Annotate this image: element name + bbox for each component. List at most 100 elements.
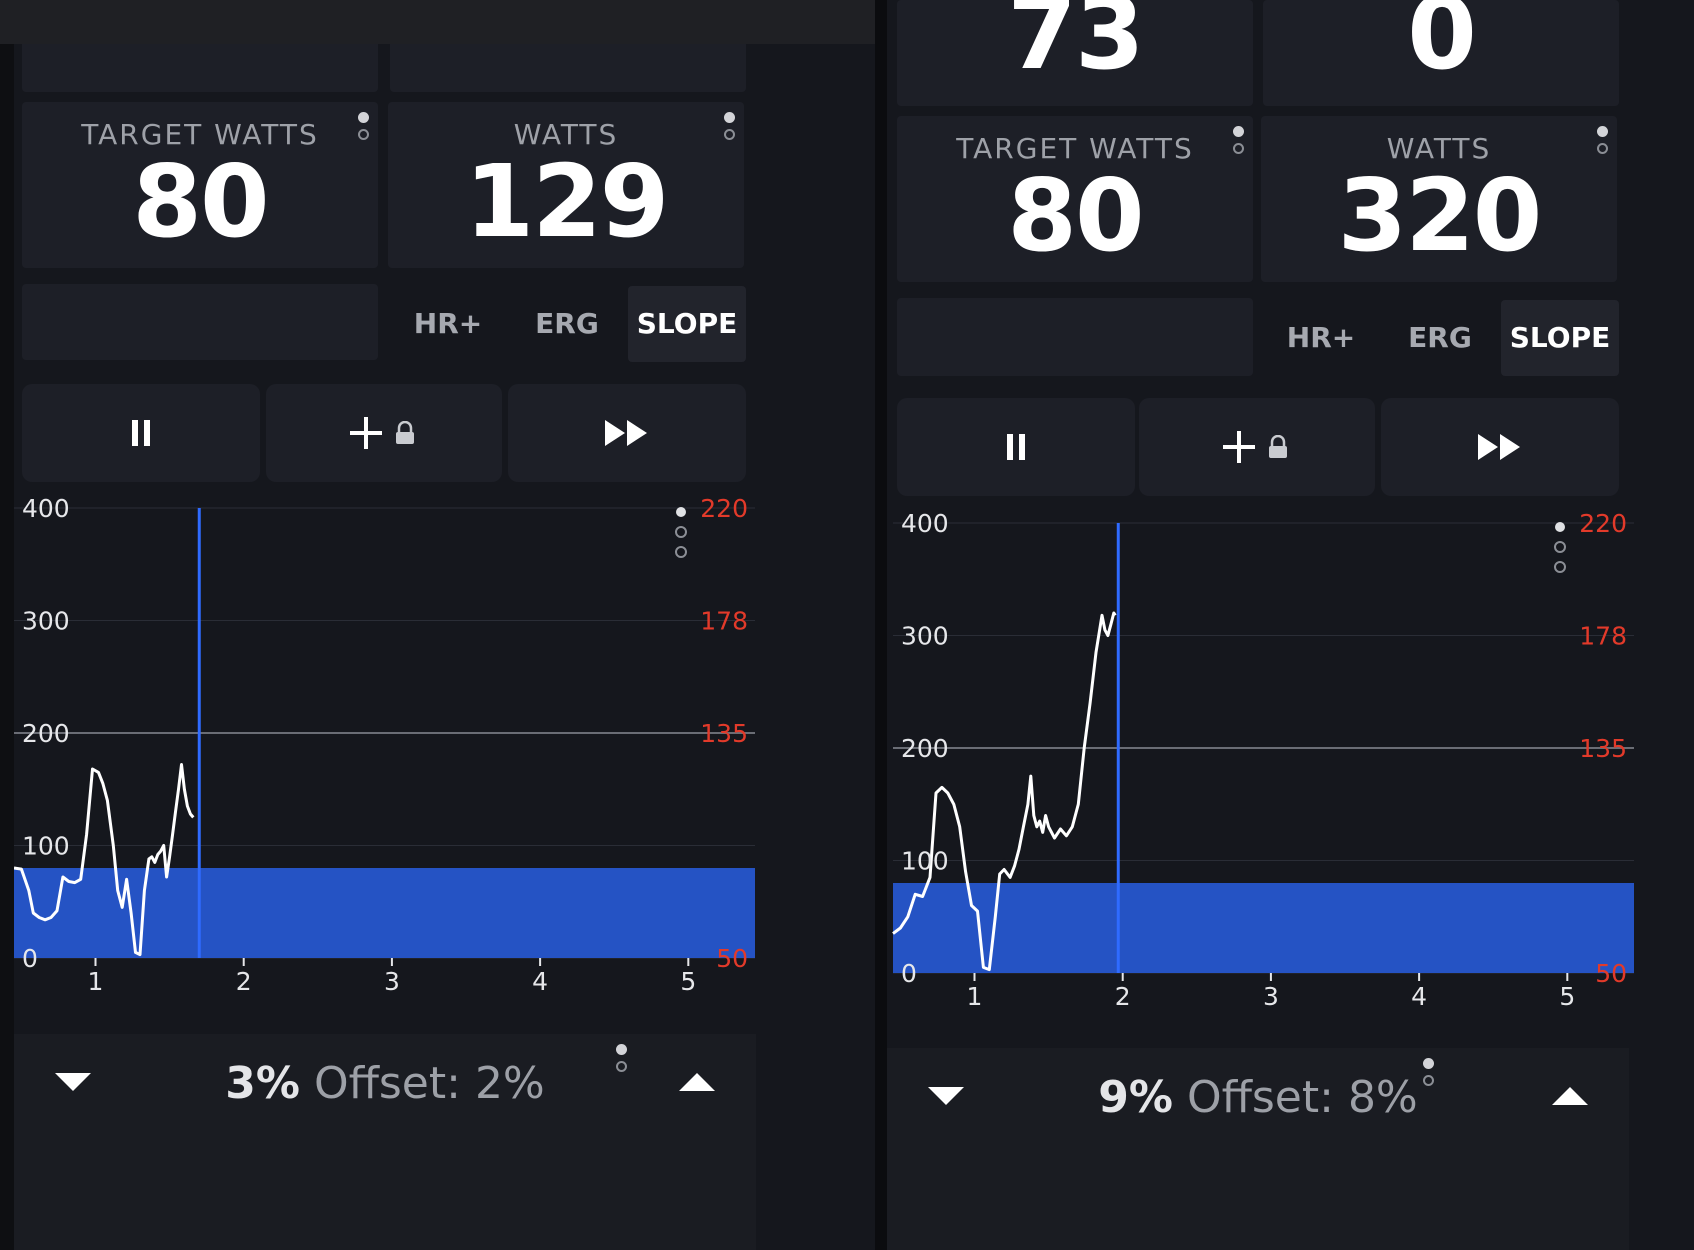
watts-tile[interactable]: WATTS 129 [388,102,744,268]
triangle-down-icon [55,1073,91,1091]
pause-button[interactable] [897,398,1135,496]
skip-button[interactable] [508,384,746,482]
lock-icon [1269,435,1287,458]
power-series-line [13,763,195,957]
y-tick-label: 200 [901,734,949,763]
chart-page-dot [675,526,687,538]
power-chart[interactable]: 400 300 200 100 0 220 178 135 50 1 2 3 4 5 [0,490,875,1000]
grade-panel [14,1034,756,1250]
target-band [14,868,755,958]
page-dot [616,1061,627,1072]
chart-page-dot [1554,541,1566,553]
x-tick-label: 3 [384,967,400,996]
target-watts-label: TARGET WATTS [956,132,1194,165]
y-tick-label: 300 [22,607,70,636]
page-indicator [1233,126,1245,160]
grade-up-button[interactable] [1511,1048,1629,1144]
mode-hr-plus[interactable]: HR+ [413,307,483,340]
grade-down-button[interactable] [14,1034,132,1130]
chart-page-dot-active [1555,522,1565,532]
grade-panel [887,1048,1629,1250]
y-tick-label: 0 [22,944,38,973]
y-tick-label: 100 [901,847,949,876]
metric-value: 73 [1007,0,1144,92]
watts-label: WATTS [1386,132,1492,165]
plus-icon [350,417,382,449]
target-watts-value: 80 [132,143,269,260]
page-dot-active [1423,1058,1434,1069]
page-dot-active [616,1044,627,1055]
y-tick-label: 0 [901,959,917,988]
hr-tick-label: 220 [1579,509,1627,538]
mode-hr-plus[interactable]: HR+ [1286,321,1356,354]
x-tick-label: 1 [88,967,104,996]
watts-tile[interactable]: WATTS 320 [1261,116,1617,282]
fast-forward-icon [605,420,647,446]
watts-label: WATTS [513,118,619,151]
page-dot [1423,1075,1434,1086]
page-dot-active [358,112,369,123]
chart-page-dot-active [676,507,686,517]
device-gap [875,0,887,1250]
hr-tick-label: 220 [700,494,748,523]
x-tick-label: 3 [1263,982,1279,1011]
plus-icon [1223,431,1255,463]
hr-tick-label: 50 [716,944,748,973]
grade-value: 3% [225,1058,300,1109]
hr-tick-label: 50 [1595,959,1627,988]
target-watts-tile[interactable]: TARGET WATTS 80 [897,116,1253,282]
screen-edge [0,44,14,1250]
page-dot [1233,143,1244,154]
mode-erg[interactable]: ERG [1408,321,1472,354]
hr-tick-label: 135 [700,719,748,748]
grade-down-button[interactable] [887,1048,1005,1144]
fast-forward-icon [1478,434,1520,460]
target-watts-tile[interactable]: TARGET WATTS 80 [22,102,378,268]
metric-tile-partial[interactable]: 73 [897,0,1253,106]
add-button[interactable] [1139,398,1375,496]
x-tick-label: 4 [532,967,548,996]
y-tick-label: 200 [22,719,70,748]
right-device-screen: 73 0 TARGET WATTS 80 WATTS 320 HR+ ERG S… [887,0,1694,1250]
page-dot-active [1597,126,1608,137]
left-device-screen: 85 0 TARGET WATTS 80 WATTS 129 HR+ ERG S… [0,0,875,1250]
page-dot-active [724,112,735,123]
mode-erg[interactable]: ERG [535,307,599,340]
chart-page-dot [675,546,687,558]
triangle-down-icon [928,1087,964,1105]
add-button[interactable] [266,384,502,482]
y-tick-label: 400 [901,509,949,538]
hr-tick-label: 135 [1579,734,1627,763]
hr-tick-label: 178 [700,607,748,636]
target-band [893,883,1634,973]
x-tick-label: 2 [1115,982,1131,1011]
skip-button[interactable] [1381,398,1619,496]
empty-field-tile[interactable] [22,284,378,360]
page-dot [358,129,369,140]
x-tick-label: 4 [1411,982,1427,1011]
empty-field-tile[interactable] [897,298,1253,376]
y-tick-label: 100 [22,832,70,861]
mode-slope[interactable]: SLOPE [1501,300,1619,376]
pause-icon [132,420,150,446]
grade-up-button[interactable] [638,1034,756,1130]
hr-tick-label: 178 [1579,622,1627,651]
grade-readout: 3% Offset: 2% [132,1058,638,1109]
mode-slope[interactable]: SLOPE [628,286,746,362]
y-tick-label: 400 [22,494,70,523]
page-indicator [1597,126,1609,160]
chart-page-dot [1554,561,1566,573]
watts-value: 129 [464,143,670,260]
page-dot-active [1233,126,1244,137]
page-indicator [358,112,370,146]
page-indicator [616,1044,628,1078]
pause-icon [1007,434,1025,460]
grade-offset: Offset: 8% [1186,1072,1418,1123]
triangle-up-icon [679,1073,715,1091]
page-dot [1597,143,1608,154]
metric-tile-partial[interactable]: 0 [1263,0,1619,106]
page-dot [724,129,735,140]
watts-value: 320 [1337,157,1543,274]
power-chart[interactable]: 400 300 200 100 0 220 178 135 50 1 2 3 4 5 [887,505,1694,1015]
pause-button[interactable] [22,384,260,482]
